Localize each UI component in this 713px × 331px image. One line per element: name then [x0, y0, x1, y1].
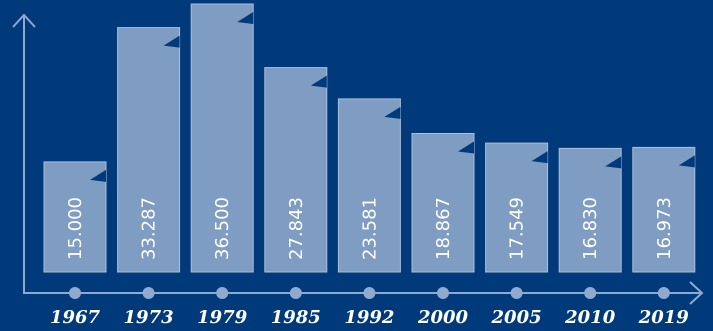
x-tick-label-1992: 1992 — [344, 307, 394, 328]
bar-notch-1973 — [163, 35, 180, 48]
bar-2010 — [558, 147, 622, 273]
bar-value-label-2005: 17.549 — [507, 197, 528, 260]
x-tick-label-1973: 1973 — [124, 307, 174, 328]
axis-lines — [23, 15, 702, 294]
chart-axes — [12, 13, 704, 305]
bar-notch-2000 — [458, 141, 474, 154]
bar-value-label-2010: 16.830 — [580, 197, 601, 260]
bar-value-label-1985: 27.843 — [286, 197, 307, 260]
axis-dots-group — [69, 287, 670, 299]
bar-2000 — [411, 133, 475, 273]
y-axis-arrow-icon — [12, 13, 36, 28]
x-tick-label-2010: 2010 — [564, 307, 616, 328]
bar-notch-2005 — [531, 151, 548, 164]
bar-2019 — [632, 146, 696, 273]
bar-value-label-1979: 36.500 — [212, 197, 233, 260]
bar-1979 — [190, 3, 254, 273]
axis-tick-dot-2019 — [657, 287, 670, 299]
x-tick-label-1979: 1979 — [197, 307, 248, 328]
axis-tick-dot-2005 — [510, 287, 523, 299]
x-axis-arrow-icon — [689, 281, 704, 305]
axis-tick-dot-1985 — [289, 287, 302, 299]
x-tick-label-2019: 2019 — [638, 307, 690, 328]
bar-2005 — [485, 142, 549, 273]
bar-value-label-2000: 18.867 — [433, 197, 454, 260]
bar-1973 — [117, 27, 181, 273]
bar-notch-1985 — [310, 75, 327, 88]
bar-notch-1967 — [90, 169, 106, 182]
x-tick-label-2005: 2005 — [491, 307, 542, 328]
bar-notch-2010 — [605, 156, 622, 169]
bar-1985 — [264, 67, 328, 273]
x-tick-label-2000: 2000 — [417, 307, 469, 328]
bar-value-label-1973: 33.287 — [139, 197, 160, 260]
axis-tick-dot-1992 — [363, 287, 376, 299]
bar-value-label-1992: 23.581 — [359, 197, 380, 260]
axis-tick-dot-1979 — [216, 287, 229, 299]
axis-tick-dot-1973 — [142, 287, 155, 299]
bar-value-label-1967: 15.000 — [65, 197, 86, 260]
axis-tick-dot-1967 — [69, 287, 81, 299]
x-tick-label-1967: 1967 — [50, 307, 101, 328]
bar-notch-1979 — [237, 12, 254, 24]
bar-notch-1992 — [384, 106, 401, 119]
year-labels-group: 1967 1973 1979 1985 1992 2000 2005 2010 2019 — [50, 307, 689, 328]
bar-notch-2019 — [678, 155, 695, 168]
bar-1992 — [337, 98, 401, 273]
axis-tick-dot-2000 — [437, 287, 449, 299]
axis-tick-dot-2010 — [584, 287, 597, 299]
bar-value-label-2019: 16.973 — [654, 197, 675, 260]
bars-group: 15.000 33.287 36.500 27.843 23.581 18.867 17.5… — [43, 3, 696, 273]
x-tick-label-1985: 1985 — [271, 307, 321, 328]
